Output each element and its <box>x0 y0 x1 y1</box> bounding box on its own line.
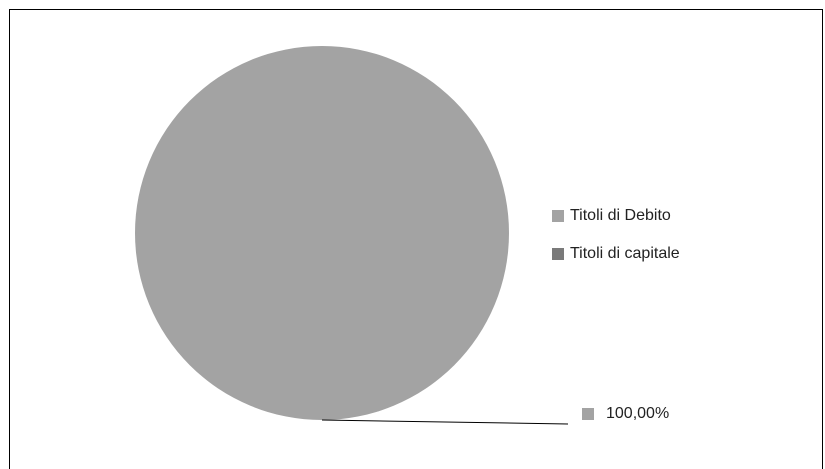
pie-slice-titoli-di-debito <box>135 46 509 420</box>
legend: Titoli di Debito Titoli di capitale <box>552 206 680 282</box>
pie-chart <box>135 46 569 425</box>
legend-label-titoli-di-capitale: Titoli di capitale <box>570 245 680 262</box>
legend-swatch-titoli-di-capitale <box>552 248 564 260</box>
data-label-swatch <box>582 408 594 420</box>
data-label: 100,00% <box>582 405 669 423</box>
legend-item-titoli-di-debito: Titoli di Debito <box>552 206 680 226</box>
data-label-value: 100,00% <box>606 405 670 422</box>
legend-label-titoli-di-debito: Titoli di Debito <box>570 207 671 224</box>
legend-swatch-titoli-di-debito <box>552 210 564 222</box>
legend-item-titoli-di-capitale: Titoli di capitale <box>552 244 680 264</box>
data-label-leader-line <box>321 419 569 425</box>
